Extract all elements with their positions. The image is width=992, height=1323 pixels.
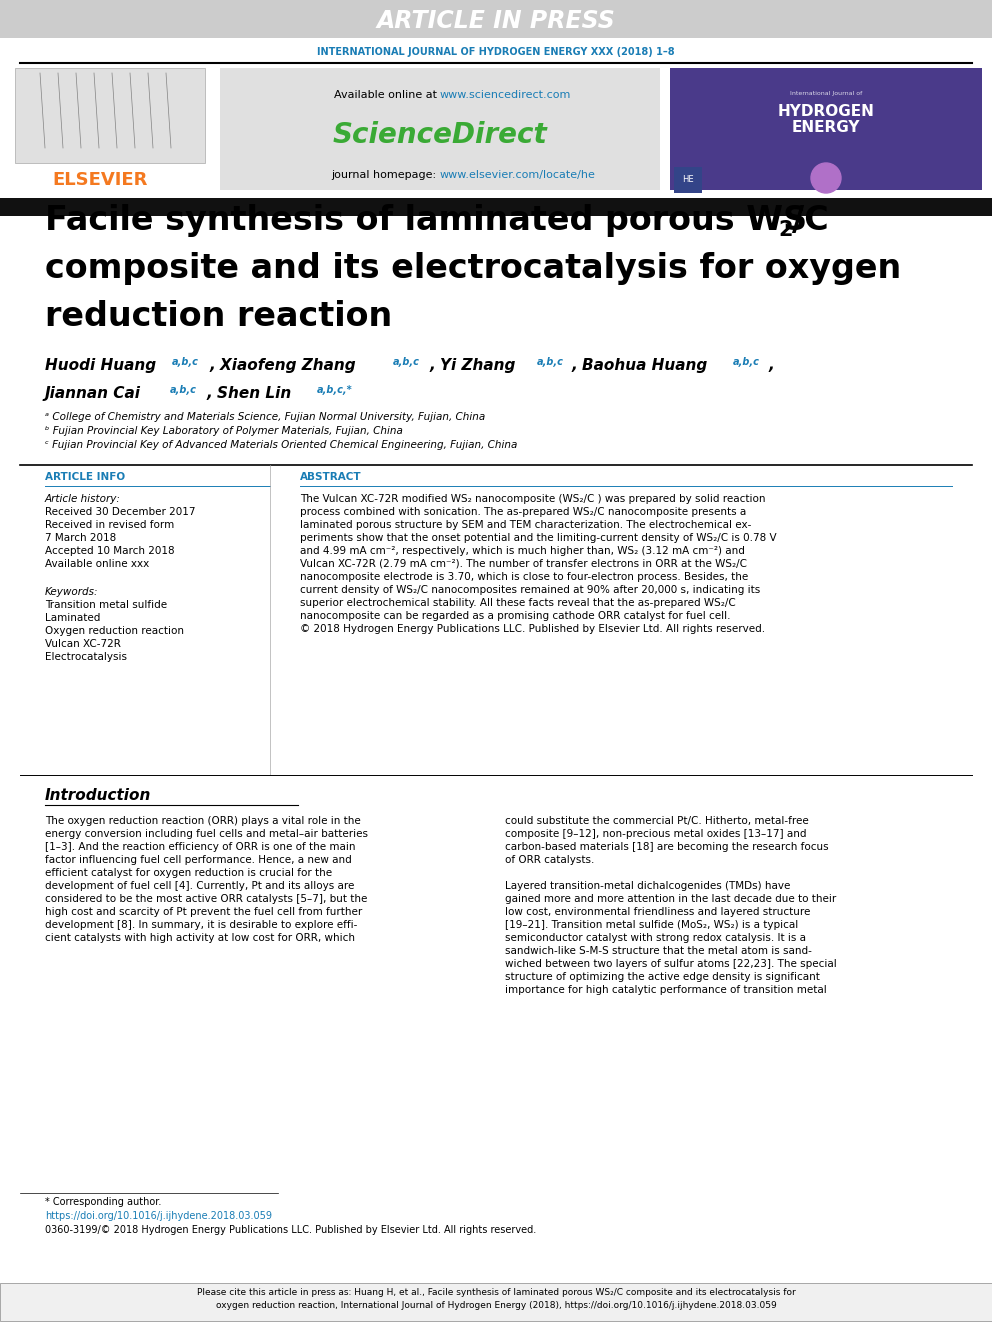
Text: The oxygen reduction reaction (ORR) plays a vital role in the: The oxygen reduction reaction (ORR) play…: [45, 816, 361, 826]
Text: development [8]. In summary, it is desirable to explore effi-: development [8]. In summary, it is desir…: [45, 919, 357, 930]
Text: reduction reaction: reduction reaction: [45, 300, 392, 333]
Text: ARTICLE IN PRESS: ARTICLE IN PRESS: [377, 9, 615, 33]
Text: https://doi.org/10.1016/j.ijhydene.2018.03.059: https://doi.org/10.1016/j.ijhydene.2018.…: [45, 1211, 272, 1221]
Text: factor influencing fuel cell performance. Hence, a new and: factor influencing fuel cell performance…: [45, 855, 352, 865]
Text: Keywords:: Keywords:: [45, 587, 98, 597]
Text: ABSTRACT: ABSTRACT: [300, 472, 362, 482]
Text: laminated porous structure by SEM and TEM characterization. The electrochemical : laminated porous structure by SEM and TE…: [300, 520, 751, 531]
Text: ScienceDirect: ScienceDirect: [332, 120, 548, 149]
Text: The Vulcan XC-72R modified WS₂ nanocomposite (WS₂/C ) was prepared by solid reac: The Vulcan XC-72R modified WS₂ nanocompo…: [300, 493, 766, 504]
Text: Please cite this article in press as: Huang H, et al., Facile synthesis of lamin: Please cite this article in press as: Hu…: [196, 1289, 796, 1297]
Text: nanocomposite can be regarded as a promising cathode ORR catalyst for fuel cell.: nanocomposite can be regarded as a promi…: [300, 611, 730, 620]
Text: Available online xxx: Available online xxx: [45, 560, 149, 569]
Text: , Baohua Huang: , Baohua Huang: [572, 359, 708, 373]
Text: low cost, environmental friendliness and layered structure: low cost, environmental friendliness and…: [505, 908, 810, 917]
Text: Vulcan XC-72R (2.79 mA cm⁻²). The number of transfer electrons in ORR at the WS₂: Vulcan XC-72R (2.79 mA cm⁻²). The number…: [300, 560, 747, 569]
FancyBboxPatch shape: [670, 67, 982, 191]
Text: superior electrochemical stability. All these facts reveal that the as-prepared : superior electrochemical stability. All …: [300, 598, 736, 609]
Text: oxygen reduction reaction, International Journal of Hydrogen Energy (2018), http: oxygen reduction reaction, International…: [215, 1301, 777, 1310]
Text: , Xiaofeng Zhang: , Xiaofeng Zhang: [210, 359, 357, 373]
Text: ᶜ Fujian Provincial Key of Advanced Materials Oriented Chemical Engineering, Fuj: ᶜ Fujian Provincial Key of Advanced Mate…: [45, 441, 518, 450]
Text: Facile synthesis of laminated porous WS: Facile synthesis of laminated porous WS: [45, 204, 807, 237]
Text: ᵇ Fujian Provincial Key Laboratory of Polymer Materials, Fujian, China: ᵇ Fujian Provincial Key Laboratory of Po…: [45, 426, 403, 437]
Text: a,b,c: a,b,c: [393, 357, 420, 366]
Text: cient catalysts with high activity at low cost for ORR, which: cient catalysts with high activity at lo…: [45, 933, 355, 943]
Text: current density of WS₂/C nanocomposites remained at 90% after 20,000 s, indicati: current density of WS₂/C nanocomposites …: [300, 585, 760, 595]
Text: journal homepage:: journal homepage:: [331, 169, 440, 180]
Text: ELSEVIER: ELSEVIER: [53, 171, 148, 189]
Text: periments show that the onset potential and the limiting-current density of WS₂/: periments show that the onset potential …: [300, 533, 777, 542]
Text: Huodi Huang: Huodi Huang: [45, 359, 156, 373]
Text: energy conversion including fuel cells and metal–air batteries: energy conversion including fuel cells a…: [45, 830, 368, 839]
Text: Accepted 10 March 2018: Accepted 10 March 2018: [45, 546, 175, 556]
Text: considered to be the most active ORR catalysts [5–7], but the: considered to be the most active ORR cat…: [45, 894, 367, 904]
Text: INTERNATIONAL JOURNAL OF HYDROGEN ENERGY XXX (2018) 1–8: INTERNATIONAL JOURNAL OF HYDROGEN ENERGY…: [317, 48, 675, 57]
Text: ARTICLE INFO: ARTICLE INFO: [45, 472, 125, 482]
Text: [1–3]. And the reaction efficiency of ORR is one of the main: [1–3]. And the reaction efficiency of OR…: [45, 841, 355, 852]
Text: Laminated: Laminated: [45, 613, 100, 623]
Text: a,b,c: a,b,c: [170, 385, 196, 396]
Text: HE: HE: [682, 176, 693, 184]
Text: www.sciencedirect.com: www.sciencedirect.com: [440, 90, 571, 101]
Text: Oxygen reduction reaction: Oxygen reduction reaction: [45, 626, 184, 636]
Text: development of fuel cell [4]. Currently, Pt and its alloys are: development of fuel cell [4]. Currently,…: [45, 881, 354, 890]
Text: Jiannan Cai: Jiannan Cai: [45, 386, 141, 401]
Text: Article history:: Article history:: [45, 493, 121, 504]
Text: could substitute the commercial Pt/C. Hitherto, metal-free: could substitute the commercial Pt/C. Hi…: [505, 816, 808, 826]
Text: Received 30 December 2017: Received 30 December 2017: [45, 507, 195, 517]
Text: 2: 2: [778, 220, 793, 239]
Text: Vulcan XC-72R: Vulcan XC-72R: [45, 639, 121, 650]
Text: carbon-based materials [18] are becoming the research focus: carbon-based materials [18] are becoming…: [505, 841, 828, 852]
Text: of ORR catalysts.: of ORR catalysts.: [505, 855, 594, 865]
Text: and 4.99 mA cm⁻², respectively, which is much higher than, WS₂ (3.12 mA cm⁻²) an: and 4.99 mA cm⁻², respectively, which is…: [300, 546, 745, 556]
Text: gained more and more attention in the last decade due to their: gained more and more attention in the la…: [505, 894, 836, 904]
FancyBboxPatch shape: [15, 67, 205, 163]
FancyBboxPatch shape: [0, 1283, 992, 1320]
Text: /C: /C: [792, 204, 828, 237]
Text: efficient catalyst for oxygen reduction is crucial for the: efficient catalyst for oxygen reduction …: [45, 868, 332, 878]
Text: HYDROGEN: HYDROGEN: [778, 103, 874, 119]
Text: a,b,c: a,b,c: [537, 357, 563, 366]
FancyBboxPatch shape: [220, 67, 660, 191]
Text: * Corresponding author.: * Corresponding author.: [45, 1197, 162, 1207]
Text: Introduction: Introduction: [45, 789, 152, 803]
Text: high cost and scarcity of Pt prevent the fuel cell from further: high cost and scarcity of Pt prevent the…: [45, 908, 362, 917]
Text: ENERGY: ENERGY: [792, 119, 860, 135]
Text: Transition metal sulfide: Transition metal sulfide: [45, 601, 167, 610]
FancyBboxPatch shape: [0, 198, 992, 216]
Text: composite [9–12], non-precious metal oxides [13–17] and: composite [9–12], non-precious metal oxi…: [505, 830, 806, 839]
Text: process combined with sonication. The as-prepared WS₂/C nanocomposite presents a: process combined with sonication. The as…: [300, 507, 746, 517]
Text: www.elsevier.com/locate/he: www.elsevier.com/locate/he: [440, 169, 596, 180]
Circle shape: [811, 163, 841, 193]
FancyBboxPatch shape: [0, 0, 992, 38]
Text: ,: ,: [769, 359, 775, 373]
Text: © 2018 Hydrogen Energy Publications LLC. Published by Elsevier Ltd. All rights r: © 2018 Hydrogen Energy Publications LLC.…: [300, 624, 765, 634]
Text: semiconductor catalyst with strong redox catalysis. It is a: semiconductor catalyst with strong redox…: [505, 933, 806, 943]
Text: , Shen Lin: , Shen Lin: [207, 386, 293, 401]
Text: wiched between two layers of sulfur atoms [22,23]. The special: wiched between two layers of sulfur atom…: [505, 959, 836, 968]
Text: importance for high catalytic performance of transition metal: importance for high catalytic performanc…: [505, 986, 826, 995]
Text: a,b,c: a,b,c: [172, 357, 198, 366]
Text: International Journal of: International Journal of: [790, 90, 862, 95]
Text: Layered transition-metal dichalcogenides (TMDs) have: Layered transition-metal dichalcogenides…: [505, 881, 791, 890]
Text: sandwich-like S-M-S structure that the metal atom is sand-: sandwich-like S-M-S structure that the m…: [505, 946, 811, 957]
Text: nanocomposite electrode is 3.70, which is close to four-electron process. Beside: nanocomposite electrode is 3.70, which i…: [300, 572, 748, 582]
Text: ᵃ College of Chemistry and Materials Science, Fujian Normal University, Fujian, : ᵃ College of Chemistry and Materials Sci…: [45, 411, 485, 422]
Text: Available online at: Available online at: [333, 90, 440, 101]
Text: 0360-3199/© 2018 Hydrogen Energy Publications LLC. Published by Elsevier Ltd. Al: 0360-3199/© 2018 Hydrogen Energy Publica…: [45, 1225, 537, 1234]
Text: composite and its electrocatalysis for oxygen: composite and its electrocatalysis for o…: [45, 251, 902, 284]
Text: [19–21]. Transition metal sulfide (MoS₂, WS₂) is a typical: [19–21]. Transition metal sulfide (MoS₂,…: [505, 919, 799, 930]
Text: 7 March 2018: 7 March 2018: [45, 533, 116, 542]
Text: a,b,c,*: a,b,c,*: [317, 385, 353, 396]
Text: , Yi Zhang: , Yi Zhang: [430, 359, 517, 373]
Text: Received in revised form: Received in revised form: [45, 520, 175, 531]
Text: Electrocatalysis: Electrocatalysis: [45, 652, 127, 662]
Text: a,b,c: a,b,c: [733, 357, 760, 366]
Text: structure of optimizing the active edge density is significant: structure of optimizing the active edge …: [505, 972, 819, 982]
